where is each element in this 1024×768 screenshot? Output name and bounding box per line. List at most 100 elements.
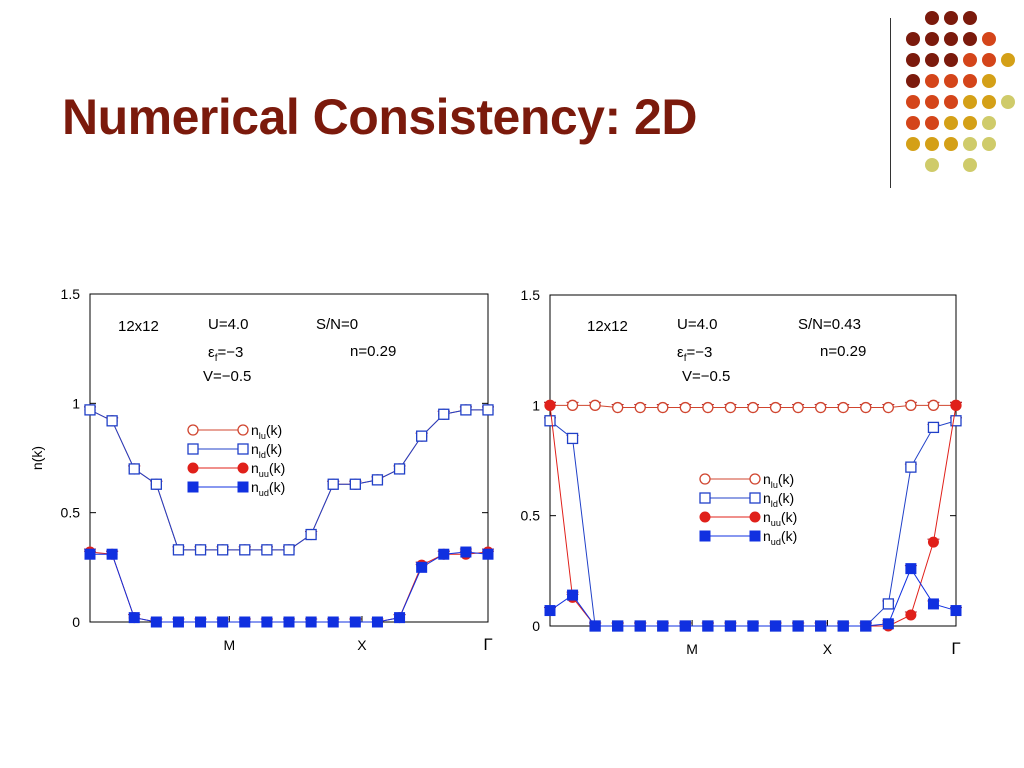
series-line	[90, 551, 489, 623]
data-point	[349, 478, 361, 490]
data-point	[927, 536, 939, 548]
data-point	[837, 401, 849, 414]
data-point	[837, 620, 849, 632]
data-point	[905, 461, 917, 473]
data-point	[792, 620, 804, 632]
slide-title: Numerical Consistency: 2D	[62, 89, 697, 145]
data-point	[438, 408, 450, 420]
annotation-text: εf=−3	[208, 344, 243, 364]
data-point	[150, 478, 162, 490]
y-tick-label: 1.5	[61, 286, 81, 302]
decorative-dot	[925, 116, 939, 130]
data-point	[84, 404, 96, 416]
data-point	[815, 401, 827, 414]
data-point	[589, 399, 601, 411]
decorative-dot	[925, 32, 939, 46]
legend-marker	[237, 481, 249, 493]
annotation-text: S/N=0.43	[798, 316, 861, 333]
data-point	[327, 616, 339, 628]
data-point	[84, 548, 96, 560]
legend-marker	[187, 481, 199, 493]
annotation-text: 12x12	[118, 318, 159, 335]
data-point	[927, 598, 939, 610]
data-point	[747, 620, 759, 632]
decorative-dot	[982, 95, 996, 109]
decorative-dot	[906, 32, 920, 46]
decorative-dot	[906, 137, 920, 151]
y-tick-label: 1	[532, 397, 540, 413]
x-tick-label: X	[823, 641, 833, 657]
data-point	[566, 399, 579, 411]
series-line	[89, 551, 489, 623]
plot-frame	[89, 293, 489, 623]
legend-label: nlu(k)	[763, 471, 794, 490]
data-point	[589, 620, 601, 632]
chart-left-sn-0: 0 0.5 1 1.5 M X Γn(k) 12x12 U=4.0 εf=−3 V=−0.5 S/N=…	[29, 286, 494, 654]
data-point	[305, 528, 317, 541]
decorative-dot	[944, 116, 958, 130]
chart-right-sn-043: 00.511.5MXΓn(k)12x12U=4.0εf=−3V=−0.5S/N=…	[521, 287, 962, 658]
data-point	[882, 598, 894, 610]
decorative-dot	[963, 95, 977, 109]
data-point	[927, 399, 940, 411]
data-point	[950, 605, 962, 617]
series-3	[84, 546, 494, 628]
decorative-dot	[906, 116, 920, 130]
data-point	[305, 616, 317, 628]
data-point	[657, 620, 669, 632]
series-1	[544, 415, 962, 632]
legend-label: nld(k)	[763, 490, 794, 509]
legend-label: nuu(k)	[251, 460, 285, 479]
data-point	[927, 421, 940, 434]
data-point	[371, 474, 384, 486]
data-point	[128, 612, 140, 624]
legend-marker	[699, 473, 711, 485]
data-point	[634, 401, 646, 414]
data-point	[349, 616, 361, 628]
series-line	[89, 409, 488, 551]
y-tick-label: 0.5	[521, 508, 541, 524]
data-point	[905, 563, 917, 575]
data-point	[217, 544, 229, 556]
legend-label: nuu(k)	[763, 509, 797, 528]
data-point	[702, 401, 714, 414]
data-point	[394, 612, 406, 624]
annotation-text: S/N=0	[316, 316, 358, 333]
decorative-dot-grid	[906, 11, 1015, 172]
data-point	[612, 401, 624, 414]
x-tick-label: M	[686, 641, 698, 657]
series-2	[84, 546, 494, 628]
data-point	[544, 415, 556, 427]
legend-marker	[237, 424, 249, 436]
annotation-text: 12x12	[587, 318, 628, 335]
annotation-text: V=−0.5	[203, 368, 251, 385]
data-point	[150, 616, 162, 628]
x-tick-label: Γ	[951, 639, 960, 658]
series-0	[84, 404, 494, 556]
y-tick-label: 0.5	[61, 505, 81, 521]
series-line	[549, 567, 957, 627]
decorative-dot	[944, 11, 958, 25]
y-tick-label: 0	[532, 618, 540, 634]
data-point	[239, 544, 251, 556]
legend-label: nud(k)	[763, 528, 797, 547]
data-point	[770, 620, 782, 632]
data-point	[950, 399, 962, 411]
decorative-dot	[925, 74, 939, 88]
legend-label: nlu(k)	[251, 422, 282, 441]
decorative-dot	[963, 137, 977, 151]
data-point	[544, 605, 556, 617]
series-1	[84, 404, 494, 556]
data-point	[128, 463, 140, 475]
data-point	[239, 616, 251, 628]
data-point	[482, 548, 494, 560]
series-3	[544, 563, 962, 632]
annotation-text: U=4.0	[677, 316, 717, 333]
decorative-dot	[963, 74, 977, 88]
data-point	[905, 609, 917, 621]
decorative-dot	[963, 116, 977, 130]
data-point	[657, 401, 669, 414]
plot-frame	[549, 294, 957, 627]
legend-marker	[699, 511, 711, 523]
data-point	[769, 401, 782, 414]
